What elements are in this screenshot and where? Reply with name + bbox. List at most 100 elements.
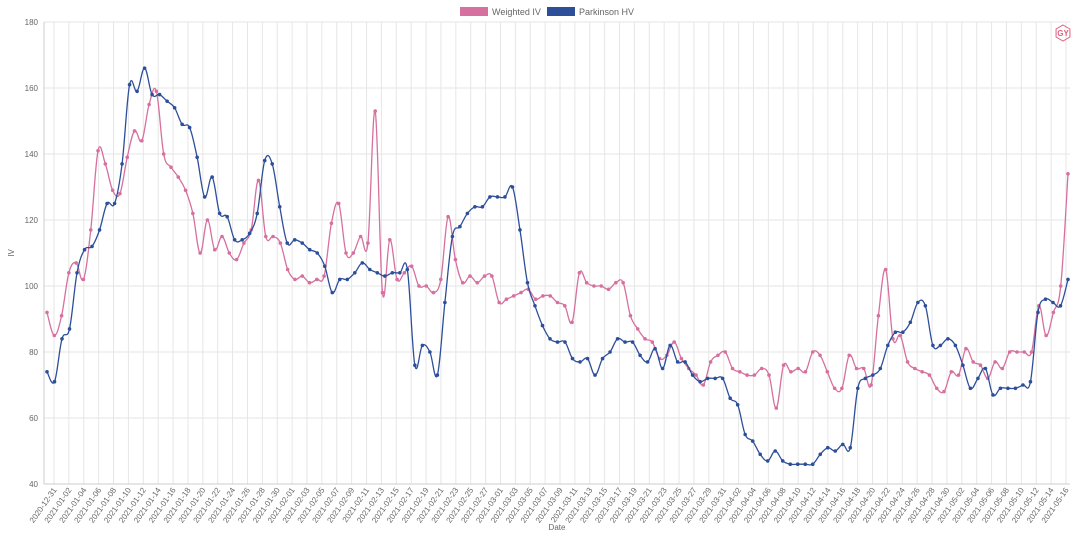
weighted-iv-point[interactable]: [417, 284, 421, 288]
parkinson-hv-point[interactable]: [983, 366, 988, 371]
weighted-iv-point[interactable]: [220, 234, 224, 239]
parkinson-hv-point[interactable]: [991, 393, 995, 397]
parkinson-hv-point[interactable]: [855, 386, 860, 391]
weighted-iv-point[interactable]: [482, 274, 487, 278]
weighted-iv-point[interactable]: [1029, 350, 1034, 354]
weighted-iv-point[interactable]: [920, 370, 924, 374]
weighted-iv-point[interactable]: [774, 406, 779, 410]
weighted-iv-point[interactable]: [307, 280, 312, 285]
parkinson-hv-point[interactable]: [698, 379, 702, 384]
parkinson-hv-point[interactable]: [608, 350, 612, 354]
weighted-iv-point[interactable]: [402, 271, 407, 275]
parkinson-hv-point[interactable]: [232, 238, 237, 242]
parkinson-hv-point[interactable]: [570, 356, 575, 361]
parkinson-hv-point[interactable]: [420, 343, 425, 348]
weighted-iv-point[interactable]: [453, 257, 458, 262]
weighted-iv-point[interactable]: [672, 340, 676, 344]
parkinson-hv-point[interactable]: [383, 274, 387, 278]
weighted-iv-point[interactable]: [1051, 310, 1056, 315]
parkinson-hv-point[interactable]: [60, 337, 64, 341]
weighted-iv-point[interactable]: [862, 366, 866, 371]
parkinson-hv-point[interactable]: [322, 264, 327, 269]
weighted-iv-point[interactable]: [205, 218, 210, 222]
parkinson-hv-point[interactable]: [825, 445, 830, 450]
parkinson-hv-point[interactable]: [142, 66, 147, 70]
weighted-iv-point[interactable]: [212, 247, 217, 252]
weighted-iv-point[interactable]: [927, 373, 932, 377]
parkinson-hv-point[interactable]: [525, 280, 530, 285]
parkinson-hv-point[interactable]: [82, 247, 87, 252]
weighted-iv-point[interactable]: [497, 300, 501, 305]
weighted-iv-point[interactable]: [147, 102, 151, 107]
parkinson-hv-point[interactable]: [765, 459, 770, 463]
parkinson-hv-point[interactable]: [488, 195, 492, 199]
parkinson-hv-point[interactable]: [818, 452, 823, 457]
parkinson-hv-point[interactable]: [52, 379, 57, 384]
parkinson-hv-point[interactable]: [1006, 386, 1010, 391]
parkinson-hv-point[interactable]: [270, 162, 275, 166]
weighted-iv-point[interactable]: [1044, 333, 1048, 338]
weighted-iv-point[interactable]: [621, 280, 625, 285]
parkinson-hv-point[interactable]: [255, 211, 260, 216]
weighted-iv-point[interactable]: [96, 148, 100, 153]
parkinson-hv-point[interactable]: [262, 158, 267, 163]
weighted-iv-point[interactable]: [803, 370, 808, 374]
weighted-iv-point[interactable]: [67, 271, 71, 275]
weighted-iv-point[interactable]: [358, 234, 363, 239]
legend-item-weighted-iv[interactable]: Weighted IV: [460, 7, 541, 17]
weighted-iv-point[interactable]: [373, 109, 377, 113]
weighted-iv-point[interactable]: [52, 333, 57, 338]
weighted-iv-point[interactable]: [650, 340, 655, 344]
parkinson-hv-point[interactable]: [247, 231, 252, 235]
weighted-iv-point[interactable]: [504, 297, 509, 302]
weighted-iv-point[interactable]: [971, 360, 975, 364]
parkinson-hv-point[interactable]: [458, 224, 462, 229]
parkinson-hv-point[interactable]: [97, 228, 102, 232]
weighted-iv-point[interactable]: [643, 337, 647, 341]
parkinson-hv-point[interactable]: [135, 89, 139, 94]
weighted-iv-point[interactable]: [956, 373, 961, 377]
weighted-iv-point[interactable]: [132, 129, 137, 133]
parkinson-hv-point[interactable]: [187, 125, 192, 130]
parkinson-hv-point[interactable]: [413, 363, 417, 368]
parkinson-hv-point[interactable]: [90, 244, 94, 249]
weighted-iv-point[interactable]: [380, 290, 385, 295]
parkinson-hv-point[interactable]: [961, 363, 965, 368]
parkinson-hv-point[interactable]: [518, 228, 522, 232]
weighted-iv-point[interactable]: [716, 353, 720, 358]
parkinson-hv-point[interactable]: [1013, 386, 1018, 391]
weighted-iv-point[interactable]: [949, 370, 954, 374]
weighted-iv-point[interactable]: [964, 346, 968, 351]
weighted-iv-point[interactable]: [439, 277, 443, 282]
weighted-iv-point[interactable]: [1015, 350, 1019, 354]
weighted-iv-point[interactable]: [344, 251, 348, 255]
parkinson-hv-point[interactable]: [893, 330, 898, 335]
parkinson-hv-point[interactable]: [240, 238, 244, 242]
weighted-iv-point[interactable]: [191, 211, 195, 216]
weighted-iv-point[interactable]: [694, 373, 698, 377]
parkinson-hv-point[interactable]: [750, 439, 755, 443]
weighted-iv-point[interactable]: [263, 234, 268, 239]
weighted-iv-point[interactable]: [840, 386, 844, 391]
weighted-iv-point[interactable]: [1007, 350, 1012, 354]
parkinson-hv-point[interactable]: [788, 462, 793, 467]
parkinson-hv-point[interactable]: [360, 261, 365, 265]
parkinson-hv-point[interactable]: [1028, 379, 1033, 384]
weighted-iv-point[interactable]: [278, 241, 283, 245]
parkinson-hv-point[interactable]: [285, 241, 290, 245]
weighted-iv-point[interactable]: [905, 360, 910, 364]
parkinson-hv-point[interactable]: [75, 271, 79, 275]
weighted-iv-point[interactable]: [118, 191, 122, 196]
parkinson-hv-point[interactable]: [863, 376, 868, 381]
parkinson-hv-point[interactable]: [743, 432, 747, 437]
legend[interactable]: Weighted IV Parkinson HV: [460, 7, 634, 17]
weighted-iv-point[interactable]: [227, 251, 232, 255]
weighted-iv-point[interactable]: [74, 261, 78, 265]
parkinson-hv-point[interactable]: [1058, 304, 1063, 308]
parkinson-hv-point[interactable]: [540, 323, 545, 328]
parkinson-hv-point[interactable]: [217, 211, 222, 216]
weighted-iv-point[interactable]: [234, 257, 239, 262]
weighted-iv-point[interactable]: [854, 366, 859, 371]
weighted-iv-point[interactable]: [745, 373, 749, 377]
parkinson-hv-point[interactable]: [938, 343, 943, 348]
